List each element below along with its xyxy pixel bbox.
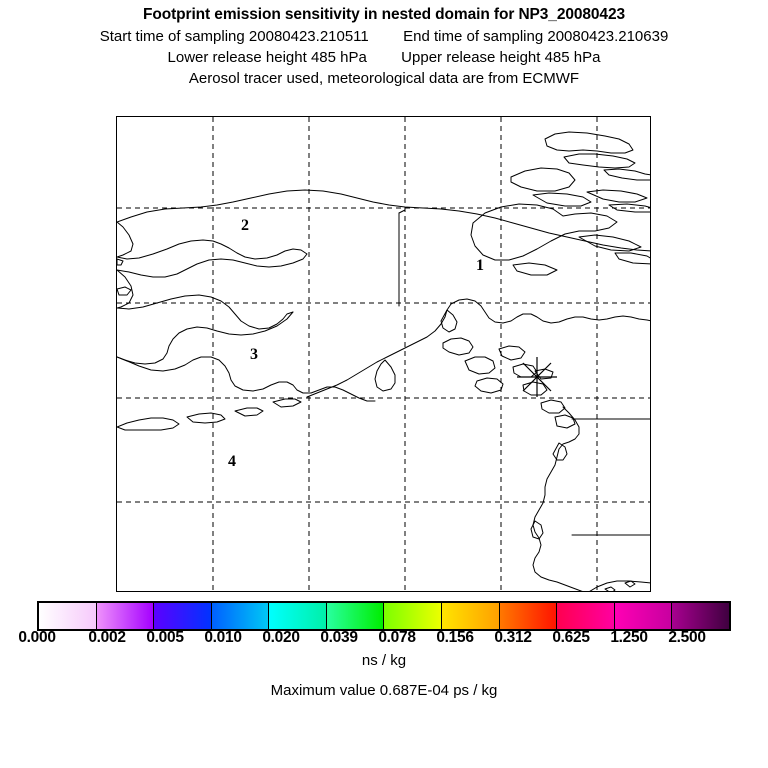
colorbar-band-2 [154,603,212,629]
coastline-paths [117,131,650,591]
colorbar-band-0 [39,603,97,629]
colorbar-tick-4: 0.020 [262,629,300,646]
region-label-4: 4 [228,453,236,470]
colorbar-band-5 [326,603,385,629]
colorbar-tick-10: 1.250 [610,629,648,646]
page-title: Footprint emission sensitivity in nested… [143,6,625,23]
sampling-time-row: Start time of sampling 20080423.210511 E… [0,28,768,45]
colorbar [37,601,731,631]
colorbar-tick-9: 0.625 [552,629,590,646]
colorbar-tick-11: 2.500 [668,629,706,646]
region-label-1: 1 [476,257,484,274]
upper-release-height-label: Upper release height 485 hPa [401,49,601,66]
end-time-label: End time of sampling 20080423.210639 [403,28,669,45]
colorbar-band-10 [614,603,673,629]
header-block: Footprint emission sensitivity in nested… [0,0,768,87]
colorbar-band-4 [269,603,327,629]
colorbar-tick-0: 0.000 [18,629,56,646]
colorbar-tick-8: 0.312 [494,629,532,646]
map-gridlines [117,117,650,591]
colorbar-band-11 [672,603,729,629]
start-time-label: Start time of sampling 20080423.210511 [99,28,369,45]
region-label-2: 2 [241,217,249,234]
colorbar-tick-5: 0.039 [320,629,358,646]
colorbar-tick-2: 0.005 [146,629,184,646]
colorbar-unit-label: ns / kg [361,652,407,669]
colorbar-tick-1: 0.002 [88,629,126,646]
map-graphic [117,117,650,591]
colorbar-band-3 [211,603,270,629]
colorbar-band-1 [96,603,155,629]
colorbar-tick-3: 0.010 [204,629,242,646]
colorbar-band-9 [557,603,615,629]
colorbar-band-8 [499,603,558,629]
colorbar-tick-7: 0.156 [436,629,474,646]
release-site-asterisk [517,357,557,397]
lower-release-height-label: Lower release height 485 hPa [167,49,367,66]
maximum-value-label: Maximum value 0.687E-04 ps / kg [270,682,498,699]
colorbar-tick-labels: 0.000 0.002 0.005 0.010 0.020 0.039 0.078 0.156… [0,629,768,649]
colorbar-tick-6: 0.078 [378,629,416,646]
region-label-3: 3 [250,346,258,363]
release-height-row: Lower release height 485 hPa Upper relea… [0,49,768,66]
map-plot-area: 1 2 3 4 [116,116,651,592]
tracer-note-label: Aerosol tracer used, meteorological data… [188,70,580,87]
colorbar-band-6 [384,603,443,629]
colorbar-band-7 [442,603,500,629]
